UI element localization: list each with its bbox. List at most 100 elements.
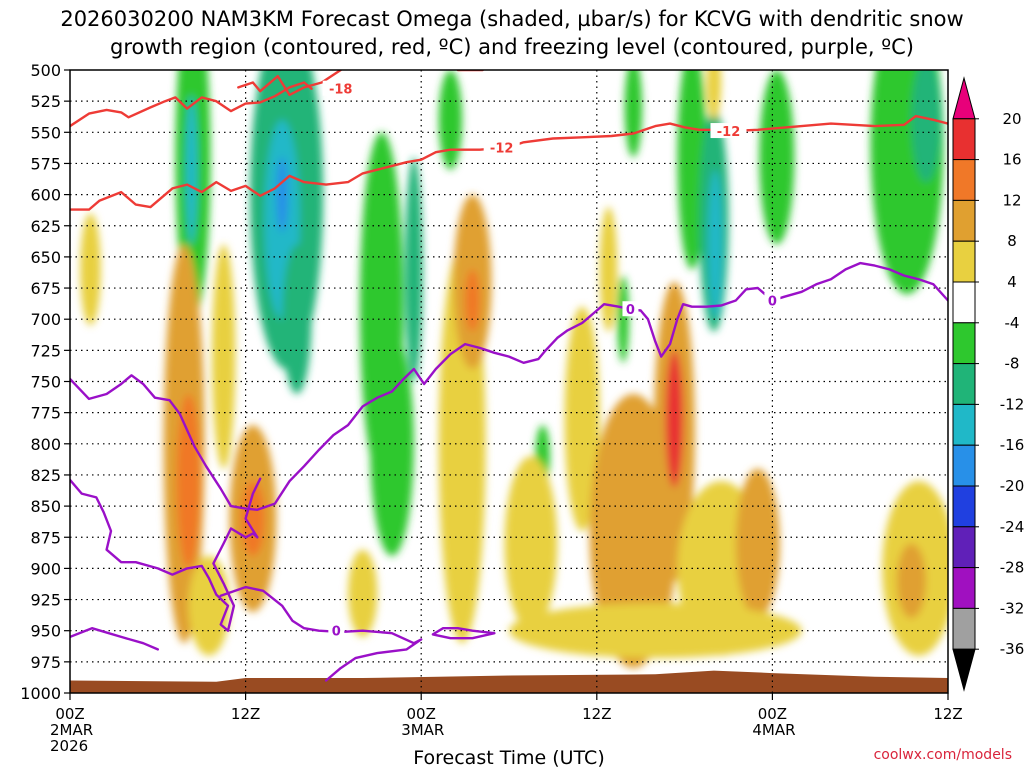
sinking-omega-cell	[504, 456, 558, 631]
red-contour-label-bg	[483, 139, 520, 155]
rising-omega-cell	[438, 70, 463, 170]
sinking-omega-cell	[896, 543, 927, 619]
x-tick-label: 12Z	[582, 705, 611, 723]
colorbar-swatch	[952, 485, 976, 528]
colorbar-arrow-bottom	[952, 648, 976, 692]
y-tick-label: 800	[30, 435, 61, 454]
purple-contour-line	[70, 627, 159, 651]
y-tick-label: 600	[30, 186, 61, 205]
x-tick-date: 2MAR	[50, 721, 93, 739]
sinking-omega-cell	[599, 207, 618, 332]
y-tick-label: 950	[30, 622, 61, 641]
y-tick-label: 775	[30, 404, 61, 423]
rising-omega-cell	[911, 70, 941, 183]
purple-contour-label-bg	[328, 622, 345, 638]
sinking-omega-cell	[465, 269, 480, 332]
red-contour-label: -12	[717, 125, 741, 140]
colorbar: 20 16 12 8 4 -4 -8 -12 -16 -20 -24 -28 -32 -36	[952, 76, 1024, 692]
y-tick-label: 1000	[20, 684, 61, 703]
colorbar-label: -16	[1000, 436, 1024, 454]
chart-title-line2: growth region (contoured, red, ºC) and f…	[110, 35, 914, 59]
colorbar-swatch	[952, 526, 976, 569]
colorbar-swatch	[952, 403, 976, 446]
colorbar-swatch	[952, 567, 976, 609]
terrain-ground	[70, 670, 948, 693]
y-axis-ticks: 500 525 550 575 600 625 650 675 700 725 750 775 800 8…	[20, 61, 70, 703]
rising-omega-cell	[185, 94, 198, 245]
contour-labels: -18 -12 -12 0 0 0	[322, 80, 781, 640]
x-tick-year: 2026	[50, 737, 88, 755]
colorbar-label: 20	[1002, 110, 1021, 128]
sinking-omega-cell	[211, 244, 236, 469]
y-tick-label: 575	[30, 154, 61, 173]
y-tick-label: 900	[30, 559, 61, 578]
chart-title-line1: 2026030200 NAM3KM Forecast Omega (shaded…	[60, 7, 963, 31]
x-axis-title: Forecast Time (UTC)	[413, 747, 604, 768]
colorbar-label: -36	[1000, 640, 1024, 658]
colorbar-swatch	[952, 444, 976, 487]
purple-contour-label: 0	[626, 303, 635, 318]
red-contour-line	[70, 114, 948, 211]
sinking-omega-cell	[188, 555, 230, 656]
sinking-omega-cell	[509, 603, 802, 659]
colorbar-label: -24	[1000, 518, 1024, 536]
x-tick-label: 00Z	[55, 705, 84, 723]
x-tick-label: 00Z	[407, 705, 436, 723]
y-tick-label: 550	[30, 123, 61, 142]
y-tick-label: 875	[30, 528, 61, 547]
colorbar-label: 16	[1002, 151, 1021, 169]
rising-omega-cell	[369, 331, 414, 556]
y-tick-label: 750	[30, 373, 61, 392]
y-tick-label: 975	[30, 653, 61, 672]
y-tick-label: 650	[30, 248, 61, 267]
y-tick-label: 700	[30, 310, 61, 329]
purple-contour-label: 0	[332, 625, 341, 640]
terrain-fill	[70, 670, 948, 693]
colorbar-label: -12	[1000, 395, 1024, 413]
colorbar-swatch	[952, 363, 976, 405]
rising-omega-cell	[677, 70, 707, 270]
x-tick-label: 12Z	[231, 705, 260, 723]
y-tick-label: 525	[30, 92, 61, 111]
colorbar-label: -4	[1005, 314, 1020, 332]
purple-contour-line	[70, 477, 262, 632]
purple-contour-label-bg	[622, 301, 639, 317]
colorbar-label: -20	[1000, 477, 1024, 495]
rising-omega-cell	[759, 70, 795, 245]
red-contour-label-bg	[322, 80, 359, 96]
colorbar-label: -32	[1000, 599, 1024, 617]
purple-contour-label: 0	[768, 295, 777, 310]
colorbar-label: -8	[1005, 355, 1020, 373]
purple-contour-line	[219, 585, 423, 682]
red-contour-label: -12	[490, 141, 514, 156]
sinking-omega-cell	[735, 468, 780, 619]
rising-omega-cell	[624, 70, 643, 158]
y-tick-label: 925	[30, 591, 61, 610]
colorbar-swatch	[952, 118, 976, 161]
rising-omega-cell	[276, 157, 289, 232]
y-tick-label: 500	[30, 61, 61, 80]
colorbar-swatch	[952, 607, 976, 650]
y-tick-label: 675	[30, 279, 61, 298]
colorbar-label: 8	[1007, 232, 1017, 250]
sinking-omega-cell	[176, 393, 201, 569]
y-tick-label: 850	[30, 497, 61, 516]
purple-contour-line	[431, 627, 496, 640]
sinking-omega-cell	[706, 70, 722, 120]
x-tick-label: 00Z	[758, 705, 787, 723]
colorbar-arrow-top	[952, 76, 976, 120]
colorbar-label: 12	[1002, 191, 1021, 209]
x-tick-date: 3MAR	[401, 721, 444, 739]
y-tick-label: 825	[30, 466, 61, 485]
sinking-omega-cell	[80, 213, 101, 326]
red-contour-label: -18	[329, 83, 353, 98]
sinking-omega-cell	[564, 306, 600, 532]
red-contour-line	[237, 70, 342, 97]
sinking-omega-cell	[665, 350, 684, 488]
x-tick-date: 4MAR	[752, 721, 795, 739]
y-tick-label: 725	[30, 341, 61, 360]
dendritic-growth-contours	[70, 70, 948, 211]
colorbar-swatch	[952, 199, 976, 242]
